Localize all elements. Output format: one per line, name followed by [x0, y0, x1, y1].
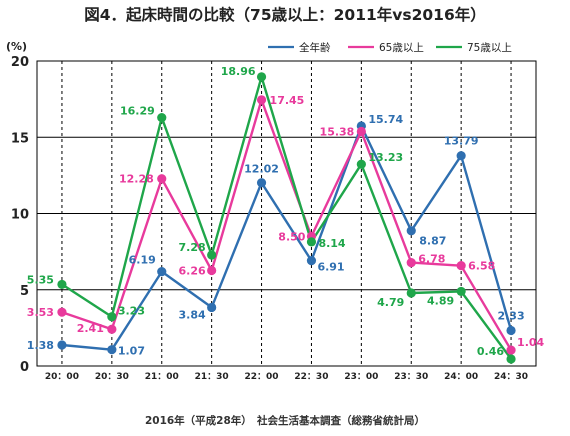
- data-point: [356, 126, 366, 137]
- y-tick-label: 15: [11, 131, 29, 146]
- data-label: 16.29: [120, 105, 155, 118]
- x-tick-label: 22：30: [294, 372, 328, 382]
- data-point: [57, 340, 67, 350]
- data-label: 6.91: [317, 261, 344, 274]
- data-point: [456, 286, 466, 297]
- data-point: [406, 288, 416, 298]
- data-label: 15.38: [320, 125, 355, 138]
- data-point: [506, 345, 516, 355]
- legend-label: 75歳以上: [467, 42, 512, 54]
- data-label: 12.02: [244, 163, 279, 176]
- data-label: 17.45: [270, 94, 305, 107]
- data-point: [406, 258, 416, 268]
- data-label: 2.33: [497, 309, 524, 322]
- data-point: [157, 267, 167, 277]
- y-tick-label: 20: [11, 55, 29, 70]
- data-label: 6.19: [129, 254, 156, 267]
- x-tick-label: 24：30: [494, 372, 528, 382]
- data-point: [306, 256, 317, 266]
- data-label: 13.23: [368, 151, 403, 164]
- data-point: [57, 279, 67, 290]
- data-point: [456, 261, 466, 271]
- series-line-0: [61, 124, 513, 351]
- data-point: [506, 354, 516, 364]
- data-label: 8.14: [318, 237, 345, 250]
- data-point: [456, 151, 466, 161]
- x-tick-label: 23：30: [394, 372, 428, 382]
- data-label: 6.58: [468, 260, 495, 273]
- data-point: [157, 112, 167, 123]
- data-point: [356, 159, 366, 169]
- data-point: [107, 345, 117, 355]
- data-label: 7.28: [179, 241, 206, 254]
- data-point: [207, 265, 217, 276]
- y-tick-label: 10: [11, 208, 29, 223]
- data-point: [107, 312, 117, 322]
- data-label: 13.79: [444, 135, 479, 148]
- data-label: 5.35: [27, 273, 54, 286]
- data-label: 2.41: [77, 322, 104, 335]
- source-caption: 2016年（平成28年） 社会生活基本調査（総務省統計局）: [145, 414, 425, 427]
- data-point: [256, 95, 267, 105]
- x-tick-label: 21：00: [145, 372, 179, 382]
- data-point: [207, 250, 217, 260]
- data-label: 1.04: [517, 336, 544, 349]
- data-point: [306, 237, 317, 247]
- legend-label: 65歳以上: [379, 42, 424, 54]
- series-line-2: [61, 75, 513, 360]
- data-point: [256, 72, 267, 82]
- data-point: [107, 324, 117, 334]
- data-label: 3.53: [27, 306, 54, 319]
- legend-label: 全年齢: [299, 41, 331, 54]
- y-axis-unit: (%): [6, 40, 27, 53]
- plot-area: 0 5 10 15 20 20：00 20：30 21：00 21：30 22：00 22：30 23…: [11, 41, 545, 382]
- x-tick-label: 23：00: [344, 372, 378, 382]
- data-label: 6.78: [418, 253, 445, 266]
- series-line-1: [61, 98, 513, 351]
- data-label: 3.84: [179, 308, 206, 321]
- data-label: 18.96: [221, 65, 256, 78]
- data-label: 15.74: [368, 113, 403, 126]
- data-label: 4.89: [427, 294, 454, 307]
- chart-title: 図4．起床時間の比較（75歳以上：2011年vs2016年）: [84, 5, 485, 24]
- data-point: [256, 178, 267, 188]
- x-tick-label: 22：00: [245, 372, 279, 382]
- data-label: 1.38: [27, 339, 54, 352]
- data-label: 8.50: [278, 230, 305, 243]
- x-tick-label: 20：00: [45, 372, 79, 382]
- x-tick-label: 20：30: [95, 372, 129, 382]
- data-label: 8.87: [419, 235, 446, 248]
- data-label: 0.46: [477, 345, 504, 358]
- x-tick-label: 21：30: [195, 372, 229, 382]
- data-label: 6.26: [179, 265, 206, 278]
- y-tick-label: 0: [20, 360, 29, 375]
- data-label: 3.23: [118, 305, 145, 318]
- data-label: 4.79: [377, 296, 404, 309]
- data-point: [506, 325, 516, 336]
- data-point: [57, 307, 67, 317]
- x-tick-label: 24：00: [444, 372, 478, 382]
- data-label: 12.28: [119, 173, 154, 186]
- y-tick-label: 5: [20, 284, 29, 299]
- data-point: [406, 226, 416, 236]
- data-label: 1.07: [118, 345, 145, 358]
- data-point: [207, 302, 217, 313]
- data-point: [157, 174, 167, 184]
